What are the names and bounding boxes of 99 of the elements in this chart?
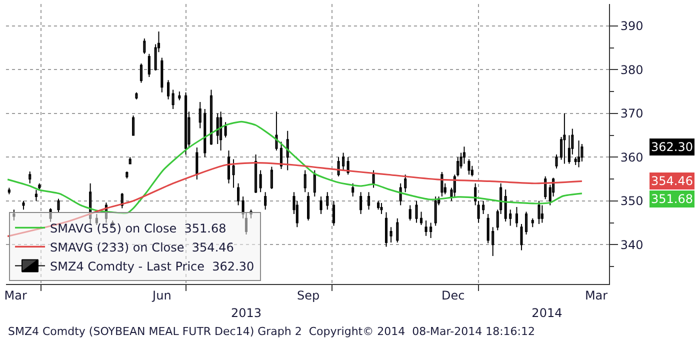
- candlestick: [384, 212, 388, 248]
- candlestick: [224, 122, 227, 138]
- candlestick: [320, 196, 322, 214]
- candlestick: [509, 209, 512, 226]
- candlestick: [8, 187, 10, 195]
- candlestick: [504, 189, 507, 222]
- candlestick: [57, 198, 60, 213]
- x2-tick-label: 2013: [230, 306, 262, 320]
- candlestick: [430, 222, 432, 239]
- candlestick: [326, 192, 329, 210]
- candlestick: [360, 192, 362, 214]
- x-tick-label: Mar: [584, 288, 608, 302]
- candlestick: [468, 158, 470, 176]
- candlestick: [126, 171, 128, 180]
- y-tick-label: 370: [620, 106, 644, 121]
- candlestick: [434, 196, 437, 226]
- candlestick: [148, 53, 150, 78]
- candlestick: [462, 146, 466, 164]
- candlestick: [486, 214, 490, 244]
- candlestick: [196, 147, 198, 180]
- candlestick: [237, 182, 240, 206]
- candlestick: [160, 57, 164, 93]
- legend-label: SMZ4 Comdty - Last Price 362.30: [50, 259, 254, 274]
- candlestick: [415, 200, 418, 224]
- candlestick: [135, 92, 138, 100]
- candlestick: [178, 91, 181, 101]
- candlestick: [140, 63, 143, 84]
- candlestick: [424, 220, 428, 236]
- candlestick: [408, 204, 412, 222]
- x-tick-label: Sep: [296, 288, 320, 302]
- candlestick: [280, 141, 283, 170]
- text: 351.68: [651, 192, 693, 206]
- text: 362.30: [651, 140, 693, 154]
- candlestick: [538, 200, 540, 225]
- x-tick-label: Jun: [152, 288, 172, 302]
- candlestick: [555, 154, 558, 169]
- candlestick: [259, 170, 262, 193]
- candlestick: [342, 152, 345, 171]
- candlestick: [544, 176, 547, 200]
- candlestick: [220, 111, 222, 152]
- candlestick: [275, 111, 278, 152]
- candlestick: [254, 154, 258, 194]
- candlestick: [440, 172, 444, 197]
- candlestick: [34, 189, 38, 202]
- line-series: [6, 162, 583, 238]
- candlestick: [524, 211, 528, 236]
- candlestick: [377, 200, 380, 210]
- x-tick-label: Mar: [4, 288, 27, 302]
- text: 354.46: [651, 174, 693, 188]
- candlestick: [132, 115, 135, 136]
- candlestick: [128, 156, 132, 165]
- legend-label: SMAVG (233) on Close 354.46: [50, 240, 234, 254]
- candlestick: [352, 182, 354, 197]
- candlestick: [286, 130, 289, 171]
- candlestick: [232, 158, 235, 188]
- candlestick: [367, 192, 370, 210]
- candlestick: [270, 166, 273, 190]
- candlestick: [204, 108, 206, 158]
- y-tick-label: 340: [620, 238, 644, 252]
- candlestick: [28, 171, 32, 184]
- y-tick-label: 380: [620, 62, 644, 77]
- candlestick: [313, 170, 316, 197]
- candlestick: [380, 202, 383, 214]
- candlestick: [172, 89, 174, 110]
- candlestick: [210, 89, 213, 146]
- candlestick: [304, 170, 306, 193]
- text: SMZ4 Comdty (SOYBEAN MEAL FUTR Dec14) Graph 2 Copyright© 2014 08-Mar-2014 18:16:12: [8, 325, 535, 338]
- candlestick: [332, 200, 336, 226]
- candlestick: [346, 156, 350, 176]
- candlestick: [390, 226, 392, 243]
- candlestick: [540, 204, 544, 224]
- candlestick: [520, 224, 523, 251]
- y-tick-label: 350: [620, 194, 644, 208]
- y-tick-label: 390: [620, 19, 644, 34]
- candlestick: [307, 192, 310, 222]
- candlestick: [38, 182, 41, 190]
- candlestick: [264, 192, 267, 210]
- candlestick: [167, 80, 170, 100]
- candlestick: [227, 150, 230, 184]
- candlestick: [404, 174, 407, 193]
- candlestick: [577, 140, 580, 168]
- candlestick: [482, 200, 485, 214]
- candlestick: [396, 218, 399, 243]
- candlestick: [22, 200, 25, 210]
- candlestick: [399, 182, 402, 206]
- candlestick: [420, 211, 423, 226]
- candlestick: [372, 170, 375, 188]
- candlestick: [198, 102, 202, 129]
- y-tick-label: 360: [620, 150, 644, 164]
- candlestick: [492, 226, 494, 256]
- line-series: [6, 120, 583, 214]
- candlestick: [184, 92, 188, 155]
- candlestick: [563, 112, 566, 164]
- legend-label: SMAVG (55) on Close 351.68: [50, 221, 226, 236]
- x2-tick-label: 2014: [532, 306, 562, 320]
- candlestick: [143, 38, 146, 54]
- candlestick: [515, 206, 518, 228]
- candlestick: [531, 218, 534, 228]
- x-tick-label: Dec: [441, 288, 465, 302]
